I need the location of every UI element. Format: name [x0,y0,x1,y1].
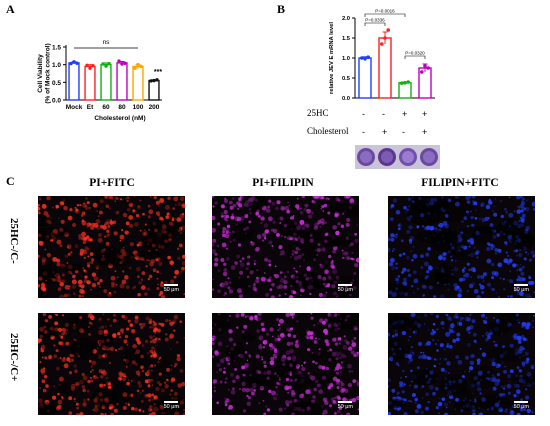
bracket-1-2-label: P=0.0336 [365,18,385,23]
data-point [149,79,153,83]
bar [398,82,412,99]
bar [378,37,392,99]
column-title-filipin-fitc: FILIPIN+FITC [421,177,499,189]
scale-bar: 50 μm [338,401,353,410]
data-point [72,60,76,64]
y-tick-label: 0.0 [342,96,350,102]
column-title-pi-filipin: PI+FILIPIN [252,177,314,189]
data-point [400,81,404,85]
y-tick-label: 1.0 [342,56,350,62]
y-tick-label: 1.5 [342,36,351,42]
bracket-3-4 [404,55,426,59]
bar [68,62,80,101]
bar [132,65,144,101]
data-point [136,62,140,67]
data-point [423,64,427,68]
bar [148,79,160,101]
row-label-25hc-c-minus: 25HC-/C- [8,218,20,264]
table-cell: + [422,127,428,137]
table-cell: + [402,109,408,119]
scale-bar: 50 μm [514,284,529,293]
column-title-pi-fitc: PI+FITC [89,177,135,189]
bar [358,57,372,99]
y-tick-label: 0.5 [342,76,351,82]
data-point [123,61,127,65]
x-tick-label: 200 [149,104,160,111]
data-point [155,78,159,82]
y-axis-label: relative JEV E mRNA level [329,22,335,94]
data-point [101,62,105,66]
data-point [366,55,370,59]
x-tick-label: Mock [66,104,83,111]
y-tick-label: 0.0 [52,98,61,105]
bar [84,65,96,101]
data-point [386,28,390,32]
data-point [91,64,95,68]
y-axis-label: Cell Viability(% of Mock control) [37,43,52,103]
micrograph-pi-filipin-row1: 50 μm [212,196,359,298]
x-tick-label: Et [87,104,94,111]
table-cell: - [362,127,365,137]
data-point [406,80,410,84]
data-point [152,78,156,83]
scale-bar: 50 μm [338,284,353,293]
data-point [383,36,387,40]
row-label-25hc-c-plus: 25HC-/C+ [8,333,20,382]
scale-bar: 50 μm [514,401,529,410]
micrograph-pi-filipin-row2: 50 μm [212,313,359,415]
panel-b-chart: 0.0 0.5 1.0 1.5 2.0 relative JEV E mRNA level… [329,9,435,102]
data-point [88,66,92,70]
y-tick-label: 1.0 [52,62,61,69]
y-tick-label: 0.5 [52,80,61,87]
data-point [403,81,407,85]
panel-b-letter: B [277,2,286,16]
micrograph-filipin-fitc-row1: 50 μm [388,196,535,298]
table-row-cholesterol-label: Cholesterol [307,126,349,136]
table-cell: - [402,127,405,137]
data-point [360,56,364,60]
bar [100,63,112,101]
data-point [117,59,121,63]
scale-bar: 50 μm [164,284,179,293]
y-tick-label: 2.0 [342,16,350,22]
table-cell: - [382,109,385,119]
x-tick-label: 100 [133,104,144,111]
table-cell: + [422,109,428,119]
bracket-1-3-label: P=0.0016 [375,9,395,14]
significance-annotation: *** [154,69,162,76]
data-point [75,61,79,65]
panel-c-letter: C [6,174,15,188]
data-point [120,62,124,66]
micrograph-filipin-fitc-row2: 50 μm [388,313,535,415]
data-point [107,61,111,66]
data-point [104,64,108,68]
data-point [363,57,367,61]
data-point [139,64,143,69]
table-row-25hc-label: 25HC [307,108,329,118]
x-axis-label: Cholesterol (nM) [94,115,145,122]
x-tick-label: 80 [118,104,126,111]
data-point [380,42,384,46]
table-cell: + [382,127,388,137]
data-point [69,61,73,66]
data-point [420,70,424,74]
bracket-3-4-label: P=0.0320 [405,51,425,56]
x-tick-label: 60 [102,104,110,111]
bracket-1-2 [364,22,386,26]
plaque-assay-image [355,145,440,169]
ns-annotation: ns [103,39,111,46]
micrograph-pi-fitc-row1: 50 μm [38,196,185,298]
data-point [426,66,430,70]
y-tick-label: 1.5 [52,45,61,52]
table-cell: - [362,109,365,119]
data-point [85,63,89,68]
bar [116,62,128,101]
bracket-1-3 [364,13,406,17]
scale-bar: 50 μm [164,401,179,410]
micrograph-pi-fitc-row2: 50 μm [38,313,185,415]
panel-a-letter: A [6,2,15,16]
data-point [133,66,137,70]
